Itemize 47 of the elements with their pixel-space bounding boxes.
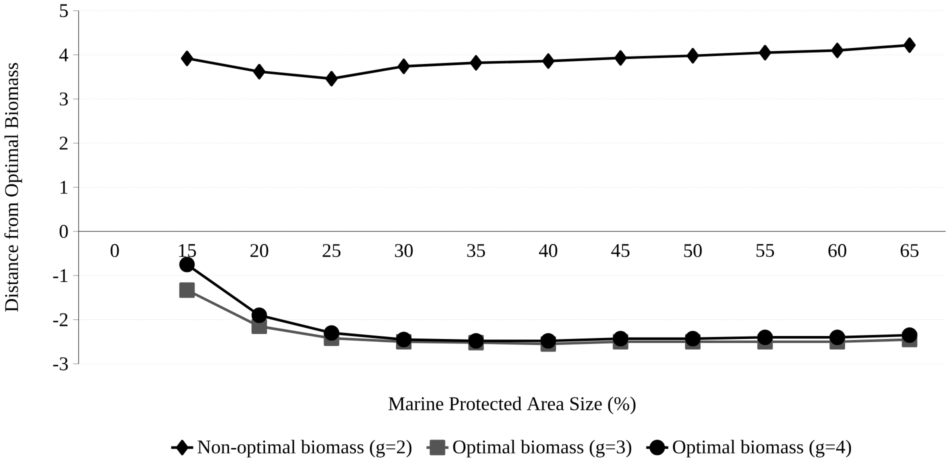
x-tick-label: 50: [684, 244, 702, 257]
point: [540, 332, 556, 348]
point: [325, 70, 338, 86]
legend-label: Non-optimal biomass (g=2): [198, 440, 412, 458]
y-tick-label: 4: [59, 48, 68, 62]
y-tick-label: 1: [60, 180, 68, 194]
point: [902, 327, 918, 343]
x-tick-label: 65: [900, 244, 918, 257]
point: [612, 330, 628, 346]
point: [686, 48, 699, 64]
x-tick-label: 0: [110, 244, 119, 257]
point: [180, 50, 194, 66]
x-tick-label: 35: [467, 244, 485, 257]
x-tick-label: 25: [322, 244, 340, 257]
point: [685, 330, 701, 346]
x-tick-label: 60: [828, 244, 846, 257]
point: [903, 37, 916, 53]
x-tick-label: 55: [756, 244, 774, 257]
x-axis-title: Marine Protected Area Size (%): [388, 396, 636, 414]
y-axis-title: Distance from Optimal Biomass: [4, 62, 22, 312]
point: [614, 50, 627, 66]
point: [830, 329, 846, 345]
point: [831, 42, 844, 58]
y-tick-label: 0: [60, 224, 68, 238]
x-tick-label: 20: [250, 244, 268, 257]
x-tick-label: 45: [611, 244, 630, 257]
y-tick-label: -2: [53, 313, 68, 326]
point: [253, 64, 266, 80]
legend-label: Optimal biomass (g=4): [672, 440, 852, 458]
point: [470, 54, 482, 70]
point: [542, 53, 554, 69]
point: [758, 44, 772, 60]
point: [179, 256, 195, 272]
legend-label: Optimal biomass (g=3): [453, 440, 632, 458]
point: [324, 325, 340, 340]
point: [757, 329, 773, 345]
y-tick-label: 2: [60, 136, 68, 150]
point: [252, 307, 268, 323]
x-tick-label: 30: [395, 244, 413, 257]
point: [398, 58, 410, 74]
y-tick-label: -3: [53, 357, 68, 370]
y-tick-label: 5: [60, 4, 68, 17]
x-tick-label: 40: [539, 244, 558, 257]
y-tick-label: -1: [53, 268, 68, 282]
x-tick-label: 15: [179, 244, 196, 257]
point: [179, 282, 195, 298]
y-tick-label: 3: [60, 92, 68, 106]
